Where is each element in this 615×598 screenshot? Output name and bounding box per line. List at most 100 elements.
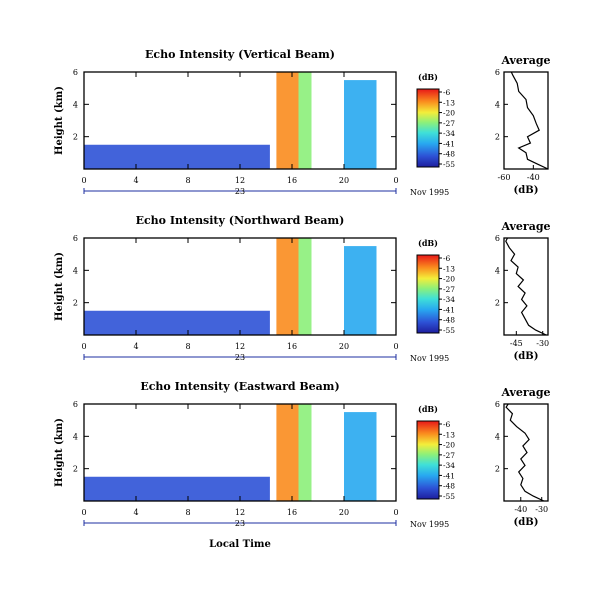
colorbar-tick-label: -48 bbox=[443, 316, 455, 325]
date-label: 23 bbox=[235, 187, 245, 196]
profile-frame bbox=[503, 403, 549, 502]
x-tick-label: 20 bbox=[339, 508, 349, 517]
echo-panel: Echo Intensity (Northward Beam) 0 4 8 12 16 20… bbox=[54, 214, 551, 363]
echo-region bbox=[84, 310, 270, 335]
echo-regions bbox=[84, 72, 377, 169]
colorbar-tick-label: -55 bbox=[443, 160, 455, 169]
profile-x-tick-label: -30 bbox=[535, 505, 548, 514]
echo-region bbox=[84, 476, 270, 501]
date-label: 23 bbox=[235, 353, 245, 362]
profile-y-tick-label: 2 bbox=[495, 133, 500, 142]
y-axis-label: Height (km) bbox=[54, 418, 65, 487]
echo-region bbox=[298, 238, 312, 335]
y-tick-label: 6 bbox=[73, 68, 78, 77]
colorbar-tick-label: -41 bbox=[443, 471, 455, 480]
colorbar-tick-label: -41 bbox=[443, 305, 455, 314]
y-axis-label: Height (km) bbox=[54, 252, 65, 321]
colorbar bbox=[416, 420, 440, 500]
colorbar-tick-label: -20 bbox=[443, 275, 455, 284]
colorbar-tick-label: -48 bbox=[443, 482, 455, 491]
profile-y-tick-label: 4 bbox=[495, 266, 500, 275]
date-suffix: Nov 1995 bbox=[410, 520, 449, 529]
x-tick-label: 20 bbox=[339, 342, 349, 351]
y-tick-label: 2 bbox=[73, 133, 78, 142]
colorbar-tick-label: -27 bbox=[443, 451, 455, 460]
profile-x-tick-label: -60 bbox=[498, 173, 511, 182]
date-suffix: Nov 1995 bbox=[410, 354, 449, 363]
colorbar bbox=[416, 254, 440, 334]
colorbar-tick-label: -48 bbox=[443, 150, 455, 159]
x-tick-label: 20 bbox=[339, 176, 349, 185]
profile-x-tick-label: -30 bbox=[536, 339, 549, 348]
profile-x-label: (dB) bbox=[514, 351, 539, 362]
profile-line bbox=[505, 403, 545, 502]
colorbar-tick-label: -6 bbox=[443, 420, 451, 429]
colorbar-tick-label: -13 bbox=[443, 264, 455, 273]
x-tick-label: 8 bbox=[185, 508, 190, 517]
colorbar-tick-label: -41 bbox=[443, 139, 455, 148]
profile-y-tick-label: 2 bbox=[495, 465, 500, 474]
colorbar-unit: (dB) bbox=[418, 72, 438, 82]
y-tick-label: 6 bbox=[73, 400, 78, 409]
echo-region bbox=[84, 144, 270, 169]
profile-line bbox=[505, 237, 547, 336]
profile-title: Average bbox=[500, 386, 550, 399]
profile-y-tick-label: 6 bbox=[495, 68, 500, 77]
panel-title: Echo Intensity (Northward Beam) bbox=[136, 214, 345, 227]
echo-region bbox=[298, 72, 312, 169]
profile-frame bbox=[503, 237, 549, 336]
x-tick-label: 4 bbox=[133, 508, 138, 517]
panel-title: Echo Intensity (Vertical Beam) bbox=[145, 48, 335, 61]
echo-region bbox=[276, 404, 299, 501]
colorbar-tick-label: -6 bbox=[443, 254, 451, 263]
x-tick-label: 16 bbox=[287, 508, 297, 517]
profile-y-tick-label: 2 bbox=[495, 299, 500, 308]
echo-regions bbox=[84, 404, 377, 501]
x-tick-label: 16 bbox=[287, 176, 297, 185]
y-tick-label: 4 bbox=[73, 266, 78, 275]
echo-region bbox=[276, 72, 299, 169]
profile-title: Average bbox=[500, 54, 550, 67]
profile-y-tick-label: 6 bbox=[495, 234, 500, 243]
colorbar bbox=[416, 88, 440, 168]
colorbar-unit: (dB) bbox=[418, 238, 438, 248]
colorbar-tick-label: -6 bbox=[443, 88, 451, 97]
x-tick-label: 4 bbox=[133, 176, 138, 185]
colorbar-tick-label: -20 bbox=[443, 441, 455, 450]
colorbar-tick-label: -55 bbox=[443, 492, 455, 501]
x-tick-label: 8 bbox=[185, 176, 190, 185]
profile-x-tick-label: -40 bbox=[527, 173, 540, 182]
colorbar-tick-label: -34 bbox=[443, 461, 455, 470]
x-tick-label: 12 bbox=[235, 508, 245, 517]
colorbar-tick-label: -20 bbox=[443, 109, 455, 118]
echo-regions bbox=[84, 238, 377, 335]
profile-x-tick-label: -40 bbox=[514, 505, 527, 514]
colorbar-tick-label: -13 bbox=[443, 430, 455, 439]
echo-region bbox=[298, 404, 312, 501]
x-tick-label: 0 bbox=[81, 176, 86, 185]
profile-x-tick-label: -45 bbox=[510, 339, 523, 348]
colorbar-tick-label: -27 bbox=[443, 119, 455, 128]
colorbar-tick-label: -34 bbox=[443, 295, 455, 304]
profile-y-tick-label: 4 bbox=[495, 432, 500, 441]
date-suffix: Nov 1995 bbox=[410, 188, 449, 197]
y-tick-label: 2 bbox=[73, 465, 78, 474]
profile-title: Average bbox=[500, 220, 550, 233]
profile-frame bbox=[503, 71, 549, 170]
y-axis-label: Height (km) bbox=[54, 86, 65, 155]
colorbar-tick-label: -27 bbox=[443, 285, 455, 294]
echo-panel: Echo Intensity (Eastward Beam) 0 4 8 12 16 20 0… bbox=[54, 380, 551, 550]
profile-y-tick-label: 6 bbox=[495, 400, 500, 409]
echo-region bbox=[344, 246, 377, 335]
colorbar-tick-label: -13 bbox=[443, 98, 455, 107]
x-tick-label: 16 bbox=[287, 342, 297, 351]
x-tick-label: 12 bbox=[235, 342, 245, 351]
y-tick-label: 2 bbox=[73, 299, 78, 308]
x-tick-label: 8 bbox=[185, 342, 190, 351]
x-tick-label: 0 bbox=[393, 342, 398, 351]
y-tick-label: 4 bbox=[73, 432, 78, 441]
x-tick-label: 0 bbox=[393, 176, 398, 185]
y-tick-label: 4 bbox=[73, 100, 78, 109]
x-tick-label: 12 bbox=[235, 176, 245, 185]
